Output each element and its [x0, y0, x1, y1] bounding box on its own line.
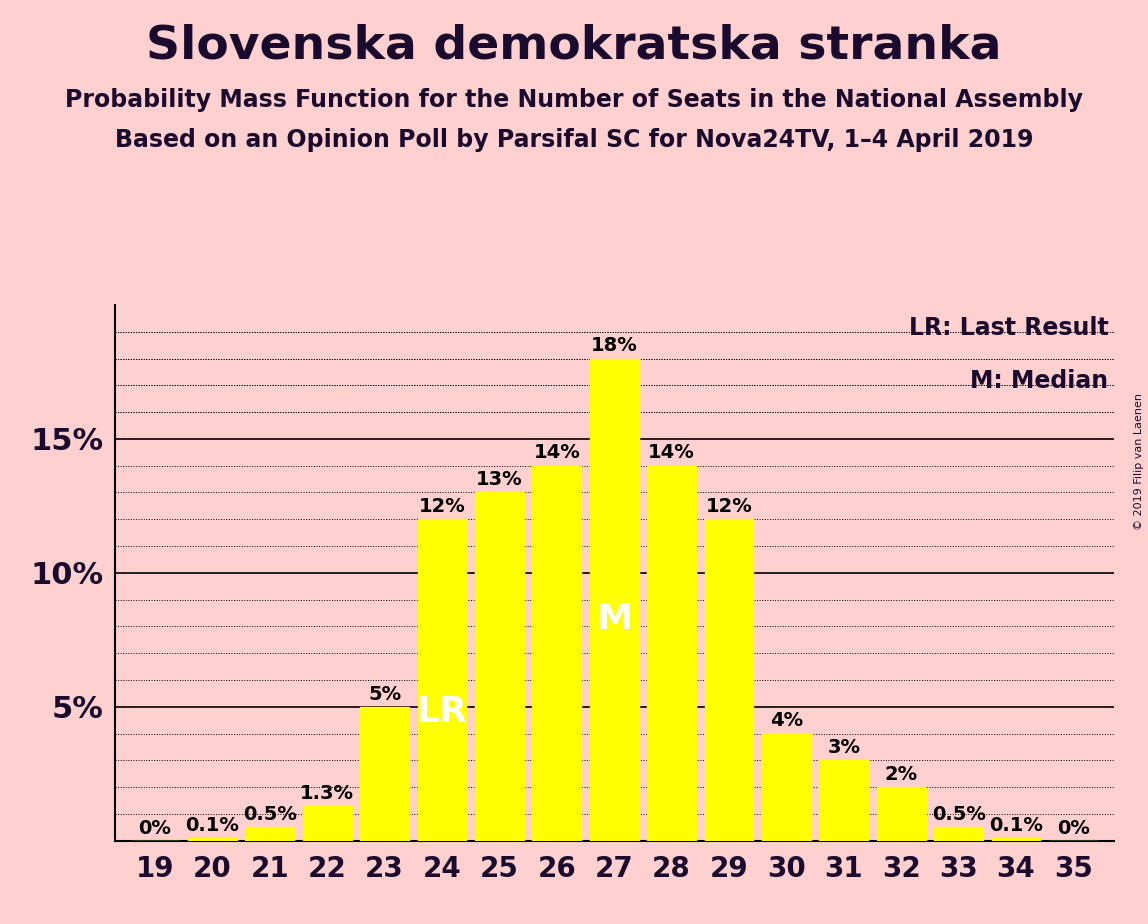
Text: 0.1%: 0.1%	[990, 816, 1042, 835]
Text: © 2019 Filip van Laenen: © 2019 Filip van Laenen	[1134, 394, 1143, 530]
Text: 3%: 3%	[828, 738, 860, 758]
Text: 1.3%: 1.3%	[300, 784, 355, 803]
Text: 12%: 12%	[419, 497, 465, 517]
Bar	[533, 466, 581, 841]
Bar	[820, 760, 868, 841]
Text: M: M	[596, 602, 633, 636]
Bar	[705, 519, 753, 841]
Bar	[647, 466, 696, 841]
Text: M: Median: M: Median	[970, 370, 1109, 394]
Bar	[188, 838, 236, 841]
Text: 0.5%: 0.5%	[932, 805, 985, 824]
Text: 4%: 4%	[770, 711, 802, 731]
Text: 2%: 2%	[885, 765, 917, 784]
Text: 12%: 12%	[706, 497, 752, 517]
Text: LR: Last Result: LR: Last Result	[909, 316, 1109, 340]
Bar	[877, 787, 925, 841]
Bar	[303, 806, 351, 841]
Text: 0.1%: 0.1%	[186, 816, 239, 835]
Bar	[762, 734, 810, 841]
Bar	[590, 359, 638, 841]
Text: 0.5%: 0.5%	[243, 805, 296, 824]
Bar	[992, 838, 1040, 841]
Bar	[418, 519, 466, 841]
Text: 13%: 13%	[476, 470, 522, 490]
Text: LR: LR	[417, 695, 467, 729]
Text: 0%: 0%	[1057, 819, 1089, 838]
Bar	[934, 828, 983, 841]
Text: 0%: 0%	[139, 819, 171, 838]
Text: Slovenska demokratska stranka: Slovenska demokratska stranka	[146, 23, 1002, 68]
Text: 5%: 5%	[369, 685, 401, 704]
Text: Probability Mass Function for the Number of Seats in the National Assembly: Probability Mass Function for the Number…	[65, 88, 1083, 112]
Bar	[475, 492, 523, 841]
Text: 14%: 14%	[534, 444, 580, 463]
Text: Based on an Opinion Poll by Parsifal SC for Nova24TV, 1–4 April 2019: Based on an Opinion Poll by Parsifal SC …	[115, 128, 1033, 152]
Bar	[360, 707, 409, 841]
Text: 18%: 18%	[591, 336, 637, 356]
Text: 14%: 14%	[649, 444, 695, 463]
Bar	[246, 828, 294, 841]
